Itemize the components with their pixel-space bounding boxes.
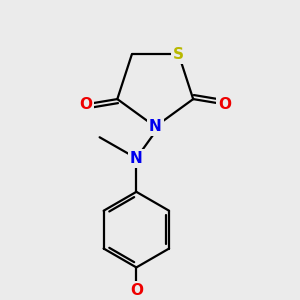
Text: N: N xyxy=(130,151,143,166)
Text: O: O xyxy=(130,283,143,298)
Text: N: N xyxy=(149,119,162,134)
Text: S: S xyxy=(173,47,184,62)
Text: O: O xyxy=(79,97,92,112)
Text: O: O xyxy=(218,97,231,112)
